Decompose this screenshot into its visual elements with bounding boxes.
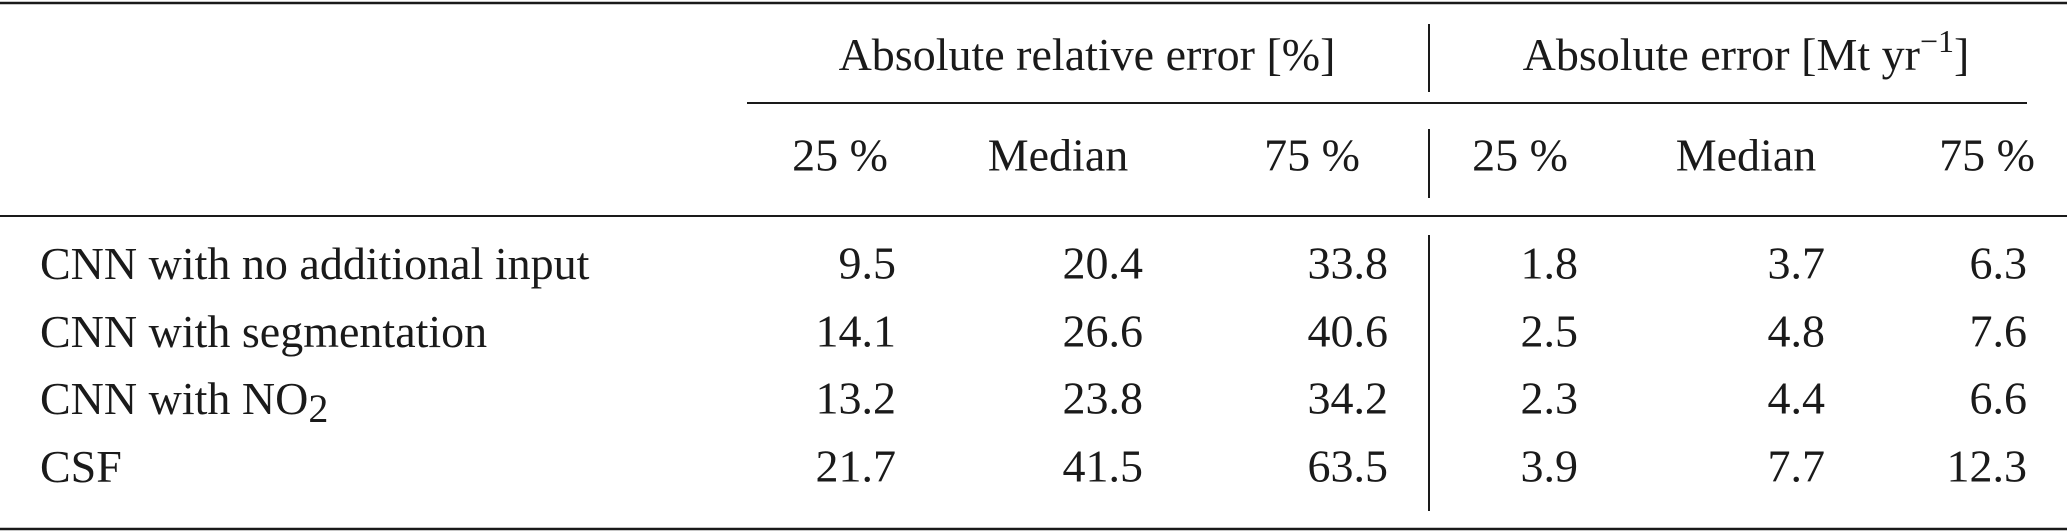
column-header: Median <box>1676 130 1817 181</box>
column-header: 25 % <box>792 130 888 181</box>
cell: 20.4 <box>1063 238 1144 289</box>
cell: 7.7 <box>1768 441 1826 492</box>
row-label-main: CNN with no additional input <box>40 238 590 289</box>
cell: 33.8 <box>1308 238 1389 289</box>
column-header: 75 % <box>1264 130 1360 181</box>
cell: 23.8 <box>1063 373 1144 424</box>
group-header-main: Absolute error [Mt yr <box>1523 29 1920 80</box>
row-label: CNN with NO2 <box>40 373 328 432</box>
cell: 26.6 <box>1063 306 1144 357</box>
group-header-end: ] <box>1954 29 1969 80</box>
group-header-main: Absolute relative error [%] <box>839 29 1336 80</box>
row-label: CSF <box>40 441 122 492</box>
cell: 7.6 <box>1970 306 2028 357</box>
group-header-sup: −1 <box>1920 23 1954 59</box>
cell: 41.5 <box>1063 441 1144 492</box>
column-header: Median <box>988 130 1129 181</box>
row-label-main: CSF <box>40 441 122 492</box>
cell: 13.2 <box>816 373 897 424</box>
cell: 4.4 <box>1768 373 1826 424</box>
cell: 34.2 <box>1308 373 1389 424</box>
row-label-sub: 2 <box>308 386 328 431</box>
row-label-main: CNN with NO <box>40 373 308 424</box>
column-header: 75 % <box>1939 130 2035 181</box>
group-header: Absolute relative error [%] <box>839 29 1336 80</box>
cell: 40.6 <box>1308 306 1389 357</box>
column-header: 25 % <box>1472 130 1568 181</box>
cell: 63.5 <box>1308 441 1389 492</box>
cell: 1.8 <box>1521 238 1579 289</box>
cell: 4.8 <box>1768 306 1826 357</box>
cell: 12.3 <box>1947 441 2028 492</box>
cell: 6.3 <box>1970 238 2028 289</box>
cell: 2.5 <box>1521 306 1579 357</box>
row-label: CNN with segmentation <box>40 306 487 357</box>
group-header: Absolute error [Mt yr−1] <box>1523 23 1970 79</box>
cell: 6.6 <box>1970 373 2028 424</box>
row-label-main: CNN with segmentation <box>40 306 487 357</box>
cell: 3.9 <box>1521 441 1579 492</box>
cell: 3.7 <box>1768 238 1826 289</box>
cell: 14.1 <box>816 306 897 357</box>
cell: 2.3 <box>1521 373 1579 424</box>
row-label: CNN with no additional input <box>40 238 590 289</box>
cell: 21.7 <box>816 441 897 492</box>
cell: 9.5 <box>839 238 897 289</box>
